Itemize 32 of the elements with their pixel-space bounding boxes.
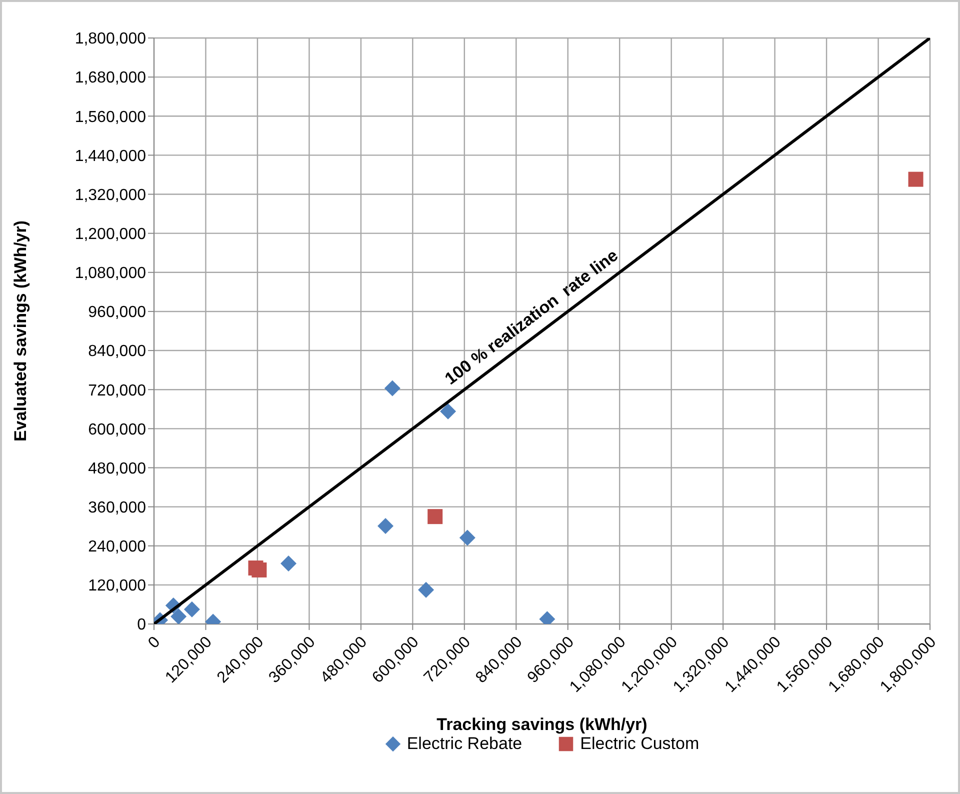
point	[378, 518, 394, 534]
point	[459, 530, 476, 546]
point	[384, 380, 400, 396]
y-tick-label: 120,000	[88, 578, 146, 595]
point	[908, 172, 924, 187]
x-axis-title: Tracking savings (kWh/yr)	[436, 715, 648, 734]
y-tick-label: 360,000	[88, 499, 146, 516]
y-tick-label: 840,000	[88, 343, 146, 360]
y-tick-label: 600,000	[88, 421, 146, 438]
point	[170, 608, 187, 624]
y-tick-label: 0	[137, 616, 146, 634]
y-tick-label: 1,680,000	[74, 70, 146, 87]
point	[440, 403, 456, 420]
point	[428, 509, 443, 524]
y-tick-label: 480,000	[88, 460, 146, 478]
y-tick-label: 1,800,000	[74, 30, 146, 48]
y-tick-label: 1,560,000	[74, 108, 146, 126]
y-tick-label: 720,000	[88, 382, 146, 400]
y-tick-label: 960,000	[88, 304, 146, 322]
x-tick-label: 0	[145, 634, 164, 652]
y-tick-label: 1,080,000	[74, 265, 146, 282]
y-tick-label: 1,440,000	[74, 148, 146, 165]
y-axis-title: Evaluated savings (kWh/yr)	[11, 220, 30, 442]
point	[418, 582, 434, 598]
point	[184, 601, 200, 618]
point	[252, 562, 267, 578]
y-tick-label: 1,320,000	[74, 186, 146, 204]
y-tick-label: 1,200,000	[74, 226, 146, 244]
point	[280, 555, 297, 572]
legend-label: Electric Rebate	[406, 734, 522, 754]
y-tick-label: 240,000	[88, 538, 146, 556]
legend-label: Electric Custom	[579, 734, 700, 754]
